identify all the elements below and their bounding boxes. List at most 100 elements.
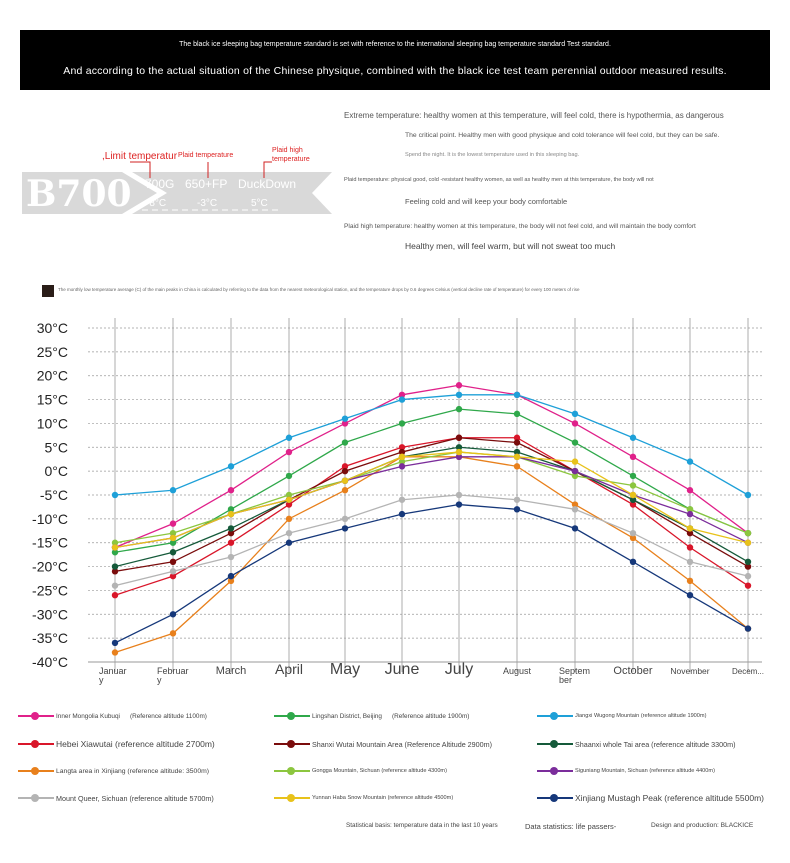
plaid-high-temp-label: Plaid high temperature (272, 147, 310, 163)
legend-altitude: (Reference altitude 1900m) (391, 712, 470, 720)
data-point (744, 491, 752, 499)
data-point (169, 568, 177, 575)
data-point (513, 496, 521, 503)
legend-marker-icon (18, 709, 54, 723)
y-tick-label: 0°C (45, 463, 69, 479)
data-point (513, 391, 521, 398)
fill-power: 650+FP (185, 177, 227, 191)
legend-label: Siguniang Mountain, Sichuan (reference a… (575, 768, 715, 774)
y-tick-label: -25°C (32, 582, 68, 598)
series-line (114, 494, 749, 587)
data-point (111, 539, 119, 546)
legend-marker-icon (18, 764, 54, 778)
data-point (629, 491, 637, 499)
data-point (341, 439, 349, 446)
data-point (455, 448, 463, 456)
legend-item: Gongga Mountain, Sichuan (reference alti… (274, 764, 447, 778)
x-tick-label: April (275, 661, 303, 677)
plaid-temp-value: -3°C (197, 198, 217, 209)
data-point (111, 549, 119, 556)
series-line (114, 503, 749, 644)
data-point (571, 506, 579, 513)
data-point (513, 463, 521, 470)
data-point (111, 491, 119, 499)
label-connectors (130, 161, 272, 178)
data-point (744, 625, 752, 632)
data-point (686, 510, 694, 518)
legend-item: Mount Queer, Sichuan (reference altitude… (18, 791, 214, 805)
data-point (341, 477, 349, 484)
data-point (686, 592, 694, 599)
data-point (285, 529, 293, 537)
x-tick-label: Januar y (99, 666, 127, 685)
legend-label: Inner Mongolia Kubuqi (56, 712, 120, 720)
note-marker (42, 285, 54, 297)
data-point (111, 563, 119, 570)
plaid-temp-label: Plaid temperature (178, 152, 234, 159)
series-line (114, 437, 749, 596)
y-tick-label: 10°C (37, 415, 68, 431)
data-point (571, 525, 579, 532)
extreme-temp-desc-1: Extreme temperature: healthy women at th… (344, 111, 724, 120)
data-point (169, 539, 177, 546)
legend-item: Yunnan Haba Snow Mountain (reference alt… (274, 791, 453, 805)
footer-design: Design and production: BLACKICE (651, 822, 754, 829)
data-point (513, 506, 521, 513)
legend-item: Shanxi Wutai Mountain Area (Reference Al… (274, 737, 492, 751)
data-point (513, 453, 521, 461)
legend-marker-icon (274, 709, 310, 723)
data-point (686, 529, 694, 537)
series-line (114, 451, 749, 544)
y-tick-label: 30°C (37, 320, 68, 336)
data-point (398, 463, 406, 470)
legend-marker-icon (537, 709, 573, 723)
data-point (285, 515, 293, 523)
legend-item: Hebei Xiawutai (reference altitude 2700m… (18, 737, 215, 751)
data-point (341, 420, 349, 427)
limit-temp-value: -8°C (146, 198, 166, 209)
legend-item: Lingshan District, Beijing (Reference alt… (274, 709, 469, 723)
data-point (341, 415, 349, 422)
series-line (114, 394, 749, 496)
legend-label: Shanxi Wutai Mountain Area (Reference Al… (312, 739, 493, 749)
data-point (455, 434, 463, 441)
data-point (285, 434, 293, 441)
extreme-temp-desc-3: Spend the night. It is the lowest temper… (405, 152, 580, 158)
data-point (169, 534, 177, 542)
legend-marker-icon (274, 764, 310, 778)
data-point (285, 539, 293, 546)
data-point (111, 568, 119, 575)
x-tick-label: March (216, 665, 247, 677)
data-point (455, 405, 463, 413)
x-tick-label: November (670, 666, 709, 676)
temperature-chart: 30°C 25°C 20°C 15°C 10°C 5°C 0°C -5°C -10°C -15°C… (32, 318, 764, 685)
data-point (571, 458, 579, 465)
data-point (398, 510, 406, 518)
data-point (169, 558, 177, 565)
x-tick-label: Decem... (732, 667, 764, 676)
legend-label: Lingshan District, Beijing (312, 712, 382, 720)
y-tick-label: -10°C (32, 511, 68, 527)
data-point (629, 472, 637, 480)
series-line (114, 437, 749, 572)
y-tick-label: 15°C (37, 392, 68, 408)
legend-marker-icon (537, 737, 573, 751)
data-point (111, 544, 119, 551)
plaid-temp-desc-2: Feeling cold and will keep your body com… (405, 197, 568, 206)
data-point (686, 558, 694, 565)
data-point (111, 582, 119, 589)
y-tick-label: -30°C (32, 606, 68, 622)
data-point (341, 463, 349, 470)
legend-label: Langta area in Xinjiang (reference altit… (56, 767, 210, 775)
y-tick-label: 5°C (45, 439, 69, 455)
legend-marker-icon (18, 791, 54, 805)
data-point (285, 496, 293, 503)
data-point (398, 448, 406, 456)
data-point (686, 458, 694, 465)
data-point (629, 434, 637, 441)
series-line (114, 446, 749, 568)
legend-item: Shaanxi whole Tai area (reference altitu… (537, 737, 735, 751)
data-point (744, 529, 752, 537)
y-tick-label: -5°C (40, 487, 68, 503)
legend-marker-icon (18, 737, 54, 751)
